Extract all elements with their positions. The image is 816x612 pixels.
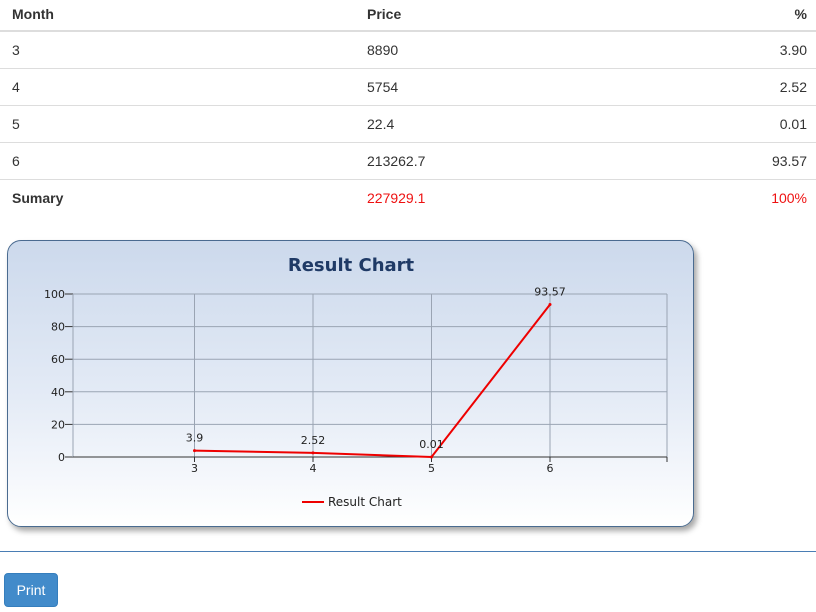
legend-label: Result Chart	[328, 495, 402, 509]
cell-month: 6	[12, 153, 20, 169]
table-row: 4 5754 2.52	[0, 69, 816, 106]
results-table: Month Price % 3 8890 3.90 4 5754 2.52 5 …	[0, 0, 816, 217]
cell-price: 213262.7	[367, 153, 426, 169]
cell-price: 5754	[367, 79, 399, 95]
data-label: 2.52	[301, 434, 326, 447]
data-point	[193, 449, 196, 453]
cell-month: 5	[12, 116, 20, 132]
cell-price: 22.4	[367, 116, 395, 132]
summary-label: Sumary	[12, 190, 64, 206]
data-label: 93.57	[534, 285, 566, 298]
summary-row: Sumary 227929.1 100%	[0, 180, 816, 217]
cell-percent: 93.57	[771, 153, 807, 169]
summary-price: 227929.1	[367, 190, 426, 206]
table-row: 6 213262.7 93.57	[0, 143, 816, 180]
data-point	[548, 302, 552, 306]
cell-month: 4	[12, 79, 20, 95]
data-point	[311, 451, 315, 455]
print-button[interactable]: Print	[4, 573, 58, 607]
y-tick-label: 60	[51, 353, 65, 366]
section-divider	[0, 551, 816, 552]
table-row: 3 8890 3.90	[0, 32, 816, 69]
cell-price: 8890	[367, 42, 399, 58]
x-tick-label: 6	[547, 462, 554, 475]
header-price: Price	[367, 6, 402, 22]
result-chart: Result Chart 0 20 40 60 80 100 3 4 5 6 3.9 2.52 0.01 9…	[44, 255, 668, 509]
y-tick-label: 20	[51, 418, 65, 431]
header-month: Month	[12, 6, 54, 22]
y-tick-label: 40	[51, 386, 65, 399]
x-tick-label: 3	[191, 462, 198, 475]
data-label: 0.01	[419, 438, 444, 451]
cell-percent: 0.01	[779, 116, 807, 132]
cell-percent: 3.90	[779, 42, 807, 58]
y-tick-label: 100	[44, 288, 65, 301]
data-label: 3.9	[186, 432, 204, 445]
data-point	[430, 455, 433, 459]
table-header-row: Month Price %	[0, 0, 816, 32]
y-tick-label: 80	[51, 321, 65, 334]
result-chart-panel: Result Chart 0 20 40 60 80 100 3 4 5 6 3.9 2.52 0.01 9…	[7, 240, 694, 527]
chart-title: Result Chart	[288, 255, 415, 276]
summary-percent: 100%	[771, 190, 807, 206]
table-row: 5 22.4 0.01	[0, 106, 816, 143]
header-percent: %	[794, 6, 807, 22]
series-line	[194, 303, 551, 459]
y-tick-label: 0	[58, 451, 65, 464]
x-tick-label: 4	[310, 462, 317, 475]
cell-percent: 2.52	[779, 79, 807, 95]
x-tick-label: 5	[428, 462, 435, 475]
cell-month: 3	[12, 42, 20, 58]
